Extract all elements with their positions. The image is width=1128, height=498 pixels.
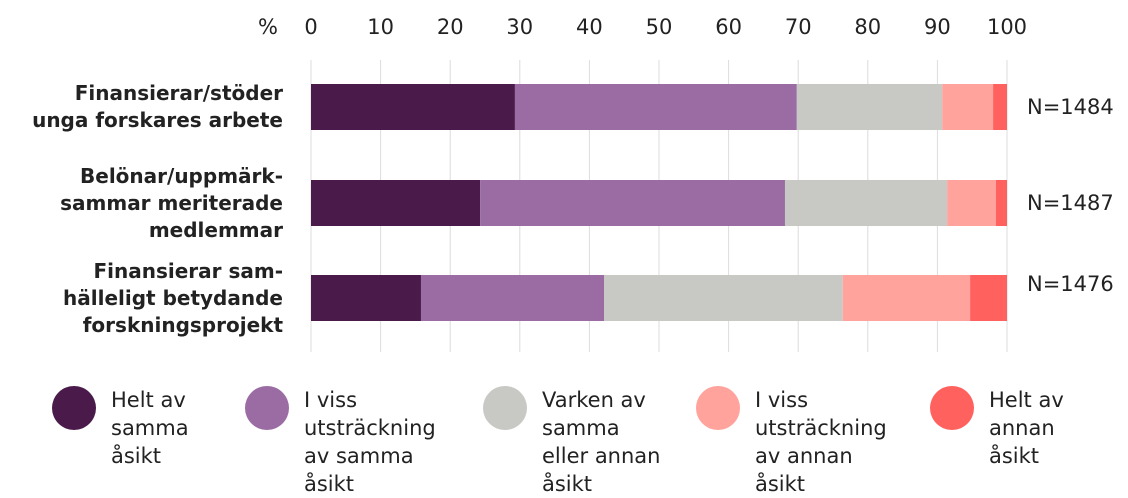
bar-segment [796, 84, 943, 130]
x-tick-label: 10 [367, 15, 394, 39]
legend-swatch [52, 386, 96, 430]
legend-label: I viss utsträckning av samma åsikt [304, 388, 436, 496]
bar-segment [311, 180, 481, 226]
n-label: N=1484 [1027, 95, 1114, 119]
x-tick-label: 70 [785, 15, 812, 39]
x-tick-label: 30 [506, 15, 533, 39]
category-label: Belönar/uppmärk- sammar meriterade medle… [60, 163, 283, 242]
legend-swatch [483, 386, 527, 430]
n-label: N=1476 [1027, 272, 1114, 296]
category-label: Finansierar/stöder unga forskares arbete [32, 81, 283, 132]
legend-swatch [245, 386, 289, 430]
legend-label: Helt av annan åsikt [989, 388, 1064, 468]
legend-label: Helt av samma åsikt [111, 388, 189, 468]
bar-segment [784, 180, 948, 226]
bar-segment [311, 84, 515, 130]
bar-segment [420, 275, 605, 321]
bar-segment [480, 180, 785, 226]
n-label: N=1487 [1027, 191, 1114, 215]
legend-swatch [930, 386, 974, 430]
x-tick-label: 0 [304, 15, 317, 39]
bar-segment [311, 275, 421, 321]
bar-segment [993, 84, 1007, 130]
x-tick-label: 100 [987, 15, 1027, 39]
x-tick-label: 40 [576, 15, 603, 39]
x-tick-label: 20 [437, 15, 464, 39]
bar-segment [604, 275, 843, 321]
legend-swatch [696, 386, 740, 430]
x-tick-label: 50 [646, 15, 673, 39]
legend-label: I viss utsträckning av annan åsikt [755, 388, 887, 496]
x-tick-label: 90 [924, 15, 951, 39]
x-tick-label: 80 [854, 15, 881, 39]
axis-label: % [258, 15, 278, 39]
bar-segment [970, 275, 1007, 321]
bar-segment [947, 180, 996, 226]
bar-segment [842, 275, 971, 321]
legend-label: Varken av samma eller annan åsikt [542, 388, 661, 496]
bar-segment [514, 84, 797, 130]
bar-segment [995, 180, 1007, 226]
bar-segment [942, 84, 994, 130]
x-tick-label: 60 [715, 15, 742, 39]
category-label: Finansierar sam- hälleligt betydande for… [63, 258, 283, 337]
